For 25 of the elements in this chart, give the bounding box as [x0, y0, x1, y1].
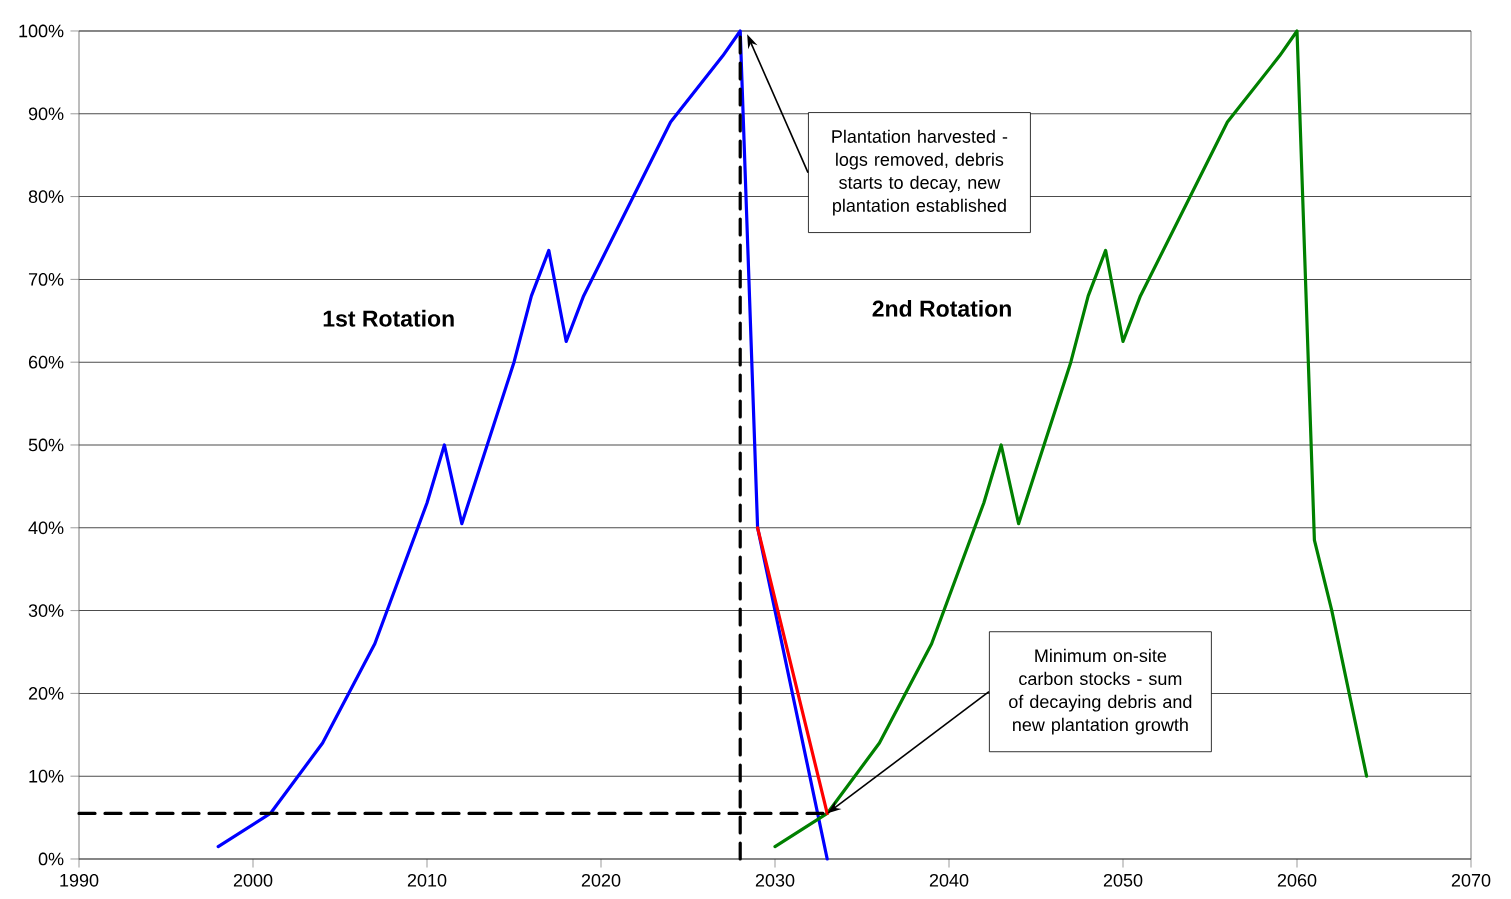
y-tick-label: 70%: [28, 273, 64, 286]
y-tick-label: 60%: [28, 355, 64, 369]
x-tick-label: 2060: [1277, 873, 1317, 887]
x-tick-label: 2010: [407, 873, 447, 887]
x-tick-label: 2030: [755, 873, 795, 887]
y-tick-label: 30%: [28, 604, 64, 617]
x-tick-label: 1990: [60, 873, 99, 887]
y-tick-label: 90%: [28, 107, 64, 121]
x-tick-label: 2050: [1103, 873, 1143, 887]
line-series: [773, 29, 1369, 849]
x-tick-label: 2040: [929, 873, 969, 887]
x-tick-label: 2000: [233, 873, 273, 887]
annotation: 1st Rotation: [323, 309, 454, 327]
x-tick-label: 2070: [1451, 873, 1491, 887]
y-tick-label: 40%: [28, 521, 64, 535]
y-tick-label: 80%: [28, 190, 64, 203]
x-tick-label: 2020: [581, 873, 621, 887]
y-tick-label: 50%: [28, 438, 64, 452]
annotation: Plantation harvested - logs removed, debris starts to decay, new plantation established: [832, 129, 1008, 216]
annotation: 2nd Rotation: [872, 299, 1011, 317]
y-tick-label: 20%: [28, 687, 64, 700]
annotation: Minimum on-site carbon stocks - sum of decaying debris and new plantation growth: [1009, 648, 1192, 735]
y-tick-label: 10%: [29, 769, 64, 783]
y-tick-label: 100%: [19, 24, 64, 38]
y-tick-label: 0%: [38, 852, 64, 866]
